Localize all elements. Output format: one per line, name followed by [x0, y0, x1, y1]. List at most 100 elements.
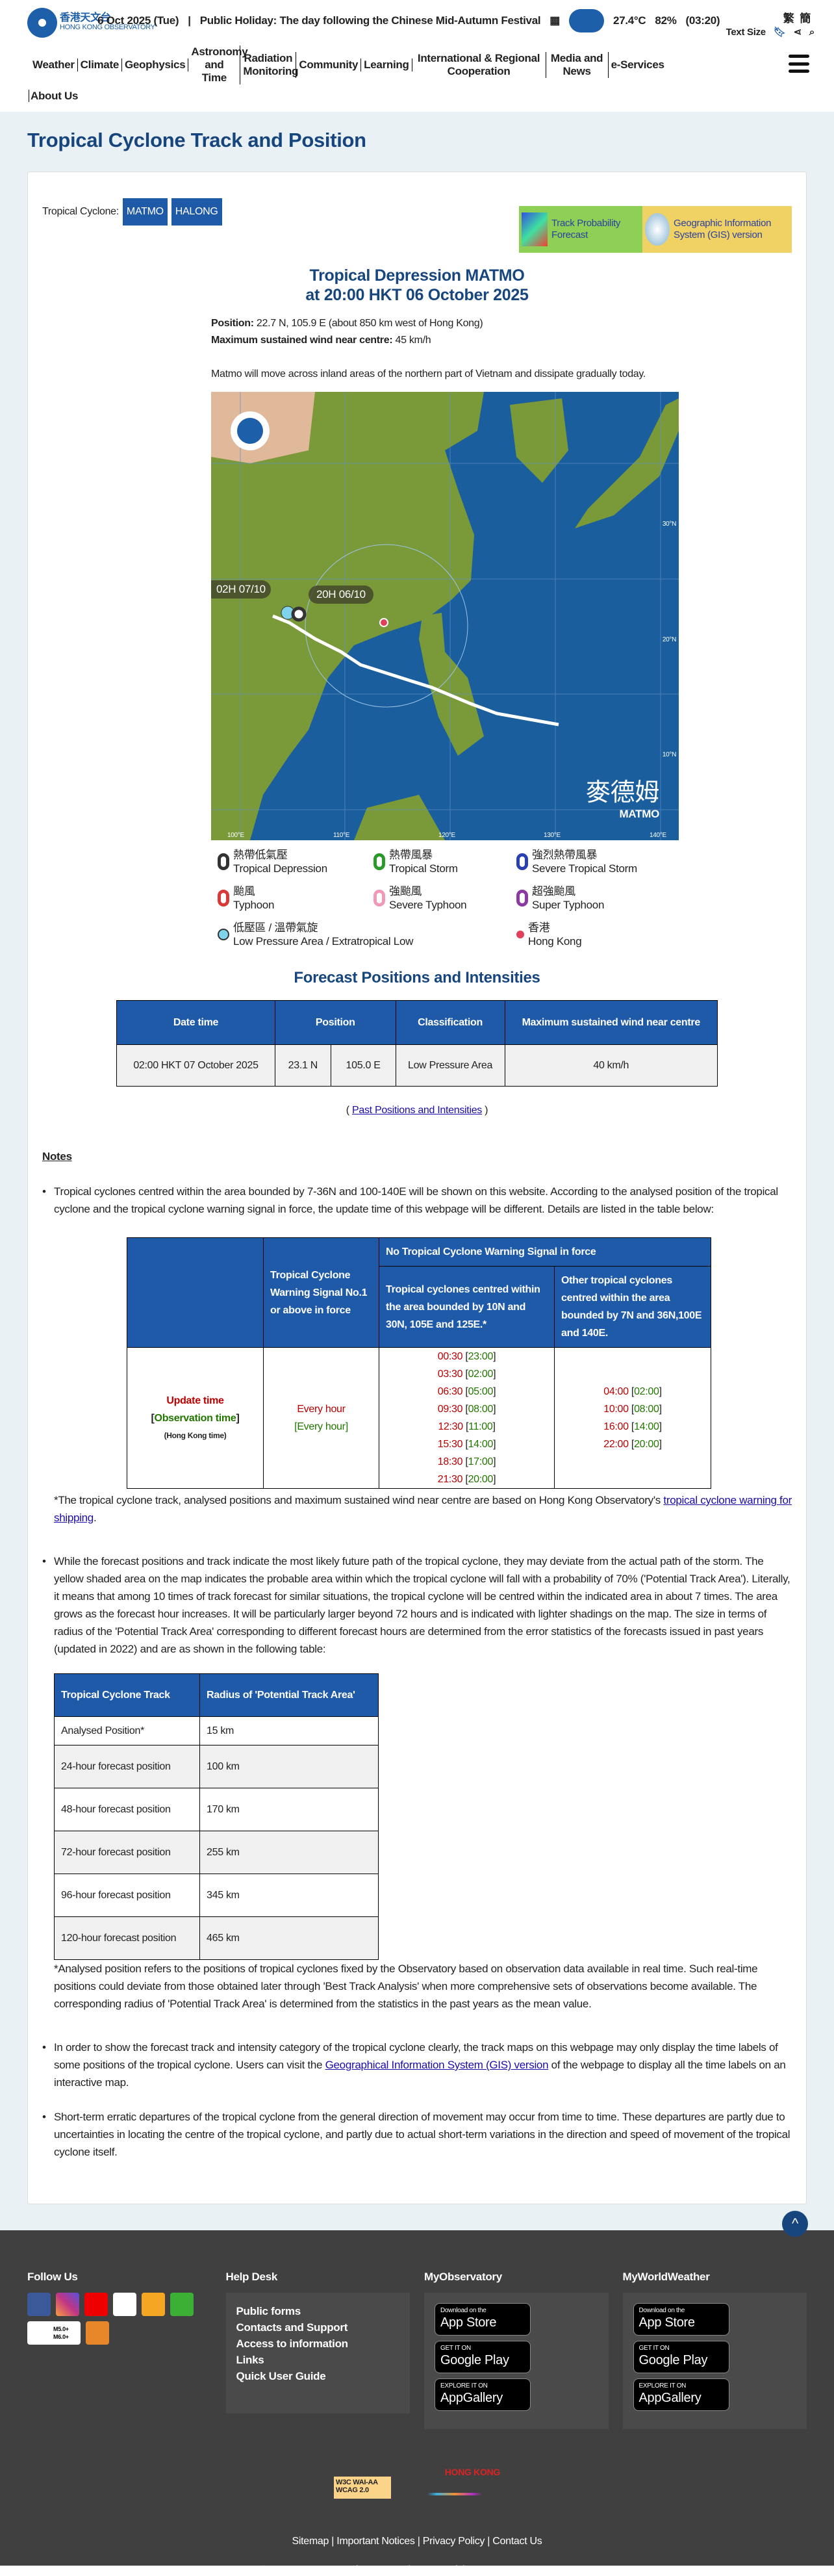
cyclone-button-matmo[interactable]: MATMO — [122, 198, 168, 225]
update-time: 03:30 — [437, 1369, 463, 1380]
update-time-entry: 04:00 [02:00] — [603, 1386, 662, 1397]
help-link[interactable]: Contacts and Support — [236, 2321, 348, 2334]
nav-learning[interactable]: Learning — [361, 58, 412, 71]
brand-hong-kong-logo[interactable]: HONG KONG — [409, 2467, 500, 2508]
legend-en: Severe Typhoon — [389, 899, 467, 911]
gis-version-text-link[interactable]: Geographical Information System (GIS) ve… — [325, 2059, 549, 2071]
google-play-badge[interactable]: GET IT ON Google Play — [633, 2341, 729, 2373]
cyclone-icon — [373, 853, 385, 870]
cell-track: 96-hour forecast position — [54, 1874, 200, 1917]
lang-tc[interactable]: 繁 — [783, 12, 794, 25]
nav-eservices[interactable]: e-Services — [611, 58, 664, 71]
back-to-top-button[interactable]: ^ — [782, 2211, 808, 2237]
youtube-icon[interactable] — [84, 2293, 108, 2316]
appgallery-badge[interactable]: EXPLORE IT ON AppGallery — [633, 2378, 729, 2411]
hong-kong-marker — [379, 618, 388, 627]
wechat-icon[interactable] — [170, 2293, 194, 2316]
col-outer-area: Other tropical cyclones centred within t… — [554, 1266, 711, 1348]
col-position: Position — [275, 1000, 396, 1045]
legend-en: Low Pressure Area / Extratropical Low — [233, 935, 414, 947]
gis-version-link[interactable]: Geographic Information System (GIS) vers… — [642, 206, 792, 253]
footnote-end: . — [93, 1512, 97, 1524]
obs-time: 08:00 — [468, 1404, 494, 1415]
nav-radiation[interactable]: Radiation Monitoring — [240, 52, 298, 78]
weather-icon[interactable] — [569, 9, 605, 32]
cell-radius: 345 km — [199, 1874, 379, 1917]
col-signal: Tropical Cyclone Warning Signal No.1 or … — [263, 1237, 379, 1348]
col-track: Tropical Cyclone Track — [54, 1673, 200, 1717]
hainan — [299, 600, 325, 625]
temperature: 27.4°C — [613, 14, 646, 27]
facebook-icon[interactable] — [27, 2293, 51, 2316]
lat-label: 20°N — [662, 636, 676, 643]
nav-international[interactable]: International & Regional Cooperation — [412, 52, 546, 78]
lang-sc[interactable]: 簡 — [800, 12, 811, 25]
cell-track: 48-hour forecast position — [54, 1788, 200, 1831]
track-probability-link[interactable]: Track Probability Forecast — [519, 206, 642, 253]
wind-label: Maximum sustained wind near centre: — [211, 335, 393, 346]
legend-item: 香港 Hong Kong — [516, 921, 672, 948]
tropical-depression-marker — [291, 606, 307, 622]
menu-icon[interactable] — [789, 55, 809, 73]
update-time-entry: 10:00 [08:00] — [603, 1404, 662, 1415]
past-positions-link[interactable]: Past Positions and Intensities — [351, 1105, 482, 1116]
update-time: 21:30 — [437, 1474, 463, 1485]
nav-astronomy[interactable]: Astronomy and Time — [188, 45, 248, 84]
smiley-app-icon[interactable] — [86, 2321, 109, 2345]
shipping-warning-link[interactable]: tropical cyclone warning for shipping — [54, 1494, 792, 1524]
badge-big: Google Play — [440, 2353, 509, 2367]
note-text: Tropical cyclones centred within the are… — [54, 1185, 778, 1215]
help-link[interactable]: Quick User Guide — [236, 2370, 326, 2382]
cell-track: 120-hour forecast position — [54, 1916, 200, 1960]
footer-link[interactable]: Contact Us — [492, 2536, 542, 2547]
help-link[interactable]: Links — [236, 2354, 264, 2366]
nav-climate[interactable]: Climate — [78, 58, 122, 71]
app-store-badge[interactable]: Download on the App Store — [435, 2303, 531, 2336]
text-size-button[interactable]: Text Size — [726, 26, 766, 38]
calendar-icon: ▦ — [550, 14, 561, 27]
w3c-wcag-badge[interactable]: W3C WAI-AA WCAG 2.0 — [334, 2477, 391, 2499]
lon-label: 100°E — [227, 832, 244, 839]
map-label-next: 02H 07/10 — [211, 580, 271, 599]
instagram-icon[interactable] — [56, 2293, 79, 2316]
appgallery-badge[interactable]: EXPLORE IT ON AppGallery — [435, 2378, 531, 2411]
map-name-en: MATMO — [619, 808, 660, 820]
footer-link[interactable]: Sitemap — [292, 2536, 329, 2547]
google-play-badge[interactable]: GET IT ON Google Play — [435, 2341, 531, 2373]
share-icon[interactable]: ⋖ — [793, 27, 802, 38]
help-link[interactable]: Public forms — [236, 2305, 301, 2317]
obs-time: 17:00 — [468, 1456, 494, 1467]
note-item: Short-term erratic departures of the tro… — [42, 2108, 792, 2161]
help-desk-title: Help Desk — [225, 2271, 278, 2283]
update-time-entry: 12:30 [11:00] — [438, 1421, 496, 1432]
legend-label: 熱帶風暴 Tropical Storm — [389, 848, 458, 875]
map-name-zh: 麥德姆 — [585, 779, 659, 806]
legend-en: Severe Tropical Storm — [532, 862, 637, 875]
nav-media[interactable]: Media and News — [546, 52, 609, 78]
notes-title: Notes — [42, 1150, 72, 1163]
cyclone-heading: Tropical Depression MATMO — [309, 266, 525, 285]
x-icon[interactable] — [113, 2293, 136, 2316]
table-row: 24-hour forecast position 100 km — [54, 1745, 379, 1788]
footer-link[interactable]: Important Notices — [336, 2536, 415, 2547]
nav-geophysics[interactable]: Geophysics — [122, 58, 189, 71]
bookmark-icon[interactable]: 🔖︎ — [773, 27, 786, 38]
nav-weather[interactable]: Weather — [30, 58, 78, 71]
hko-logo[interactable]: 香港天文台 HONG KONG OBSERVATORY — [27, 8, 155, 38]
help-link[interactable]: Access to information — [236, 2338, 349, 2350]
nav-community[interactable]: Community — [296, 58, 362, 71]
weibo-icon[interactable] — [142, 2293, 165, 2316]
earthquake-x-icon[interactable]: M5.0+ M6.0+ — [27, 2321, 81, 2345]
app-store-badge[interactable]: Download on the App Store — [633, 2303, 729, 2336]
outer-times: 04:00 [02:00] 10:00 [08:00] 16:00 [14:00] 2… — [554, 1347, 711, 1489]
nav-about-us[interactable]: About Us — [29, 90, 78, 102]
obs-time: 05:00 — [468, 1386, 494, 1397]
obs-time: 11:00 — [468, 1421, 493, 1432]
footer-link[interactable]: Privacy Policy — [422, 2536, 485, 2547]
search-icon[interactable]: ⌕ — [809, 26, 815, 38]
cyclone-button-halong[interactable]: HALONG — [171, 198, 222, 225]
badge-big: AppGallery — [638, 2391, 701, 2405]
legend-label: 超強颱風 Super Typhoon — [532, 884, 604, 912]
map-legend: 熱帶低氣壓 Tropical Depression 熱帶風暴 Tropical Sto… — [218, 848, 672, 948]
col-inner-area: Tropical cyclones centred within the are… — [379, 1266, 555, 1348]
